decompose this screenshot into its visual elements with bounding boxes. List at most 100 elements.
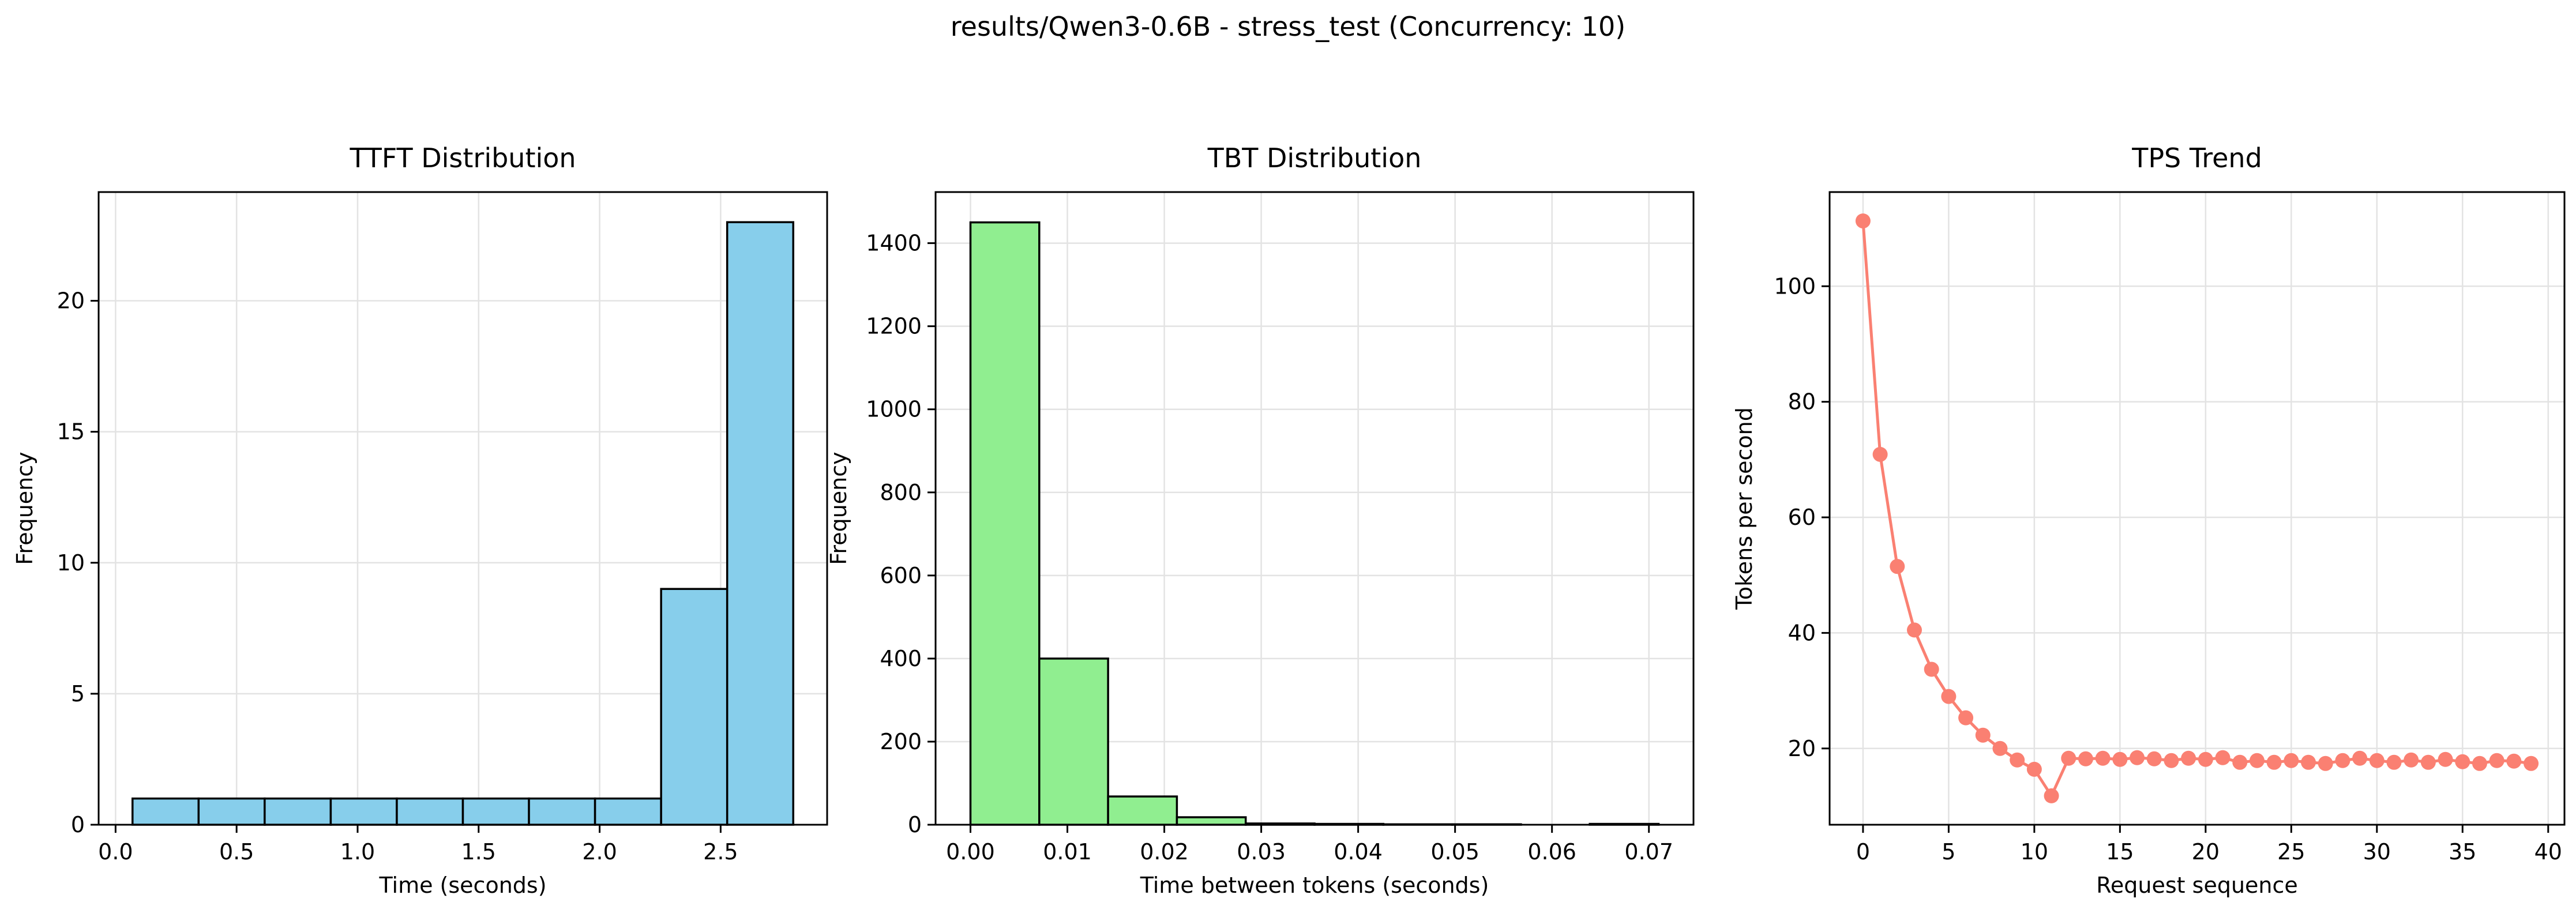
tps-title: TPS Trend xyxy=(2131,142,2262,174)
tps-point-17 xyxy=(2146,751,2162,766)
tbt-ytick-label-2: 400 xyxy=(880,646,922,671)
tps-point-25 xyxy=(2284,753,2299,768)
tps-point-37 xyxy=(2489,753,2504,768)
tbt-ytick-label-6: 1200 xyxy=(866,314,922,339)
tbt-xtick-label-0: 0.00 xyxy=(946,839,995,865)
tbt-ytick-label-7: 1400 xyxy=(866,231,922,256)
tbt-bar-1 xyxy=(1038,657,1109,826)
tbt-xtick-label-5: 0.05 xyxy=(1430,839,1479,865)
ttft-bar-0 xyxy=(131,797,200,826)
tps-point-32 xyxy=(2404,752,2419,768)
tps-trend-panel: 0 5 10 15 20 25 30 35 40 20 40 60 80 100 TPS Trend Requ… xyxy=(1732,142,2566,898)
tbt-ytick-label-5: 1000 xyxy=(866,397,922,422)
ttft-bar-9 xyxy=(726,221,795,826)
tps-xtick-label-2: 10 xyxy=(2021,839,2048,865)
ttft-ytick-label-1: 5 xyxy=(71,681,85,706)
tps-point-13 xyxy=(2078,751,2093,766)
tps-point-36 xyxy=(2472,756,2487,771)
tps-point-6 xyxy=(1958,710,1974,726)
tps-point-3 xyxy=(1907,622,1922,638)
tps-point-16 xyxy=(2130,750,2145,765)
ttft-xtick-label-5: 2.5 xyxy=(703,839,738,865)
tps-point-9 xyxy=(2010,752,2025,768)
tps-axes-frame xyxy=(1828,191,2566,826)
tps-point-35 xyxy=(2455,754,2470,769)
tps-xtick-label-3: 15 xyxy=(2106,839,2134,865)
tbt-xtick-label-2: 0.02 xyxy=(1140,839,1189,865)
tps-point-22 xyxy=(2232,754,2248,770)
tps-point-26 xyxy=(2301,754,2316,770)
tbt-xtick-label-7: 0.07 xyxy=(1624,839,1673,865)
tps-point-20 xyxy=(2198,751,2213,767)
tbt-xlabel: Time between tokens (seconds) xyxy=(1140,873,1489,898)
tbt-axes-frame xyxy=(934,191,1695,826)
tps-ytick-label-2: 60 xyxy=(1788,505,1816,530)
tbt-ytick-label-1: 200 xyxy=(880,729,922,754)
tps-xtick-label-5: 25 xyxy=(2277,839,2305,865)
tps-point-7 xyxy=(1975,727,1991,743)
tps-ylabel: Tokens per second xyxy=(1732,407,1757,610)
figure-title: results/Qwen3-0.6B - stress_test (Concur… xyxy=(951,11,1625,42)
ttft-ytick-label-0: 0 xyxy=(71,812,85,837)
tps-series-line xyxy=(1861,220,2532,798)
tbt-ytick-label-3: 600 xyxy=(880,563,922,588)
ttft-histogram-panel: 0.0 0.5 1.0 1.5 2.0 2.5 0 5 10 15 20 TTFT Distribut… xyxy=(12,142,828,898)
tbt-xtick-label-3: 0.03 xyxy=(1237,839,1286,865)
tps-xtick-label-1: 5 xyxy=(1942,839,1955,865)
tps-point-34 xyxy=(2438,751,2453,767)
tps-xtick-label-4: 20 xyxy=(2192,839,2220,865)
tps-point-24 xyxy=(2266,754,2282,770)
tps-point-33 xyxy=(2420,754,2436,770)
tps-point-39 xyxy=(2524,756,2539,771)
tps-point-5 xyxy=(1941,689,1957,704)
ttft-ytick-label-2: 10 xyxy=(57,550,85,576)
ttft-bar-7 xyxy=(594,797,662,826)
tbt-bar-2 xyxy=(1107,795,1178,826)
ttft-bar-1 xyxy=(197,797,266,826)
ttft-title: TTFT Distribution xyxy=(349,142,576,174)
tbt-xtick-label-1: 0.01 xyxy=(1043,839,1092,865)
tbt-ytick-label-0: 0 xyxy=(908,812,922,837)
tps-point-0 xyxy=(1855,213,1871,229)
tps-xlabel: Request sequence xyxy=(2096,873,2298,898)
ttft-axes-frame xyxy=(97,191,828,826)
tbt-ylabel: Frequency xyxy=(826,452,851,565)
tbt-title: TBT Distribution xyxy=(1207,142,1422,174)
tps-point-31 xyxy=(2386,754,2402,770)
tps-point-19 xyxy=(2181,750,2196,766)
tps-xtick-label-6: 30 xyxy=(2363,839,2391,865)
tps-point-8 xyxy=(1992,741,2008,756)
ttft-xtick-label-1: 0.5 xyxy=(219,839,254,865)
ttft-bar-2 xyxy=(264,797,332,826)
tbt-xtick-label-6: 0.06 xyxy=(1527,839,1576,865)
ttft-bar-8 xyxy=(660,588,729,826)
tps-point-28 xyxy=(2335,753,2350,768)
ttft-ytick-label-4: 20 xyxy=(57,288,85,314)
tbt-xtick-label-4: 0.04 xyxy=(1334,839,1383,865)
ttft-bar-5 xyxy=(461,797,530,826)
tbt-bar-0 xyxy=(969,221,1041,826)
tps-ytick-label-3: 80 xyxy=(1788,389,1816,415)
tps-point-29 xyxy=(2352,750,2368,766)
tps-xtick-label-0: 0 xyxy=(1856,839,1870,865)
tps-point-10 xyxy=(2026,761,2042,777)
tps-point-15 xyxy=(2112,751,2128,767)
ttft-xtick-label-3: 1.5 xyxy=(461,839,496,865)
tbt-histogram-panel: 0.00 0.01 0.02 0.03 0.04 0.05 0.06 0.07 0 200 400 6… xyxy=(826,142,1695,898)
ttft-xlabel: Time (seconds) xyxy=(378,873,546,898)
ttft-ytick-label-3: 15 xyxy=(57,419,85,445)
tps-point-12 xyxy=(2061,750,2076,766)
ttft-bar-6 xyxy=(528,797,596,826)
tps-point-30 xyxy=(2369,753,2385,768)
tps-point-18 xyxy=(2164,753,2179,768)
ttft-xtick-label-4: 2.0 xyxy=(582,839,617,865)
tps-point-2 xyxy=(1890,559,1905,574)
ttft-ylabel: Frequency xyxy=(12,452,37,565)
tps-point-38 xyxy=(2506,753,2522,769)
tbt-bar-3 xyxy=(1176,816,1247,826)
tps-point-4 xyxy=(1924,662,1939,677)
tps-point-21 xyxy=(2215,750,2230,765)
ttft-xtick-label-0: 0.0 xyxy=(98,839,133,865)
tps-ytick-label-0: 20 xyxy=(1788,736,1816,761)
